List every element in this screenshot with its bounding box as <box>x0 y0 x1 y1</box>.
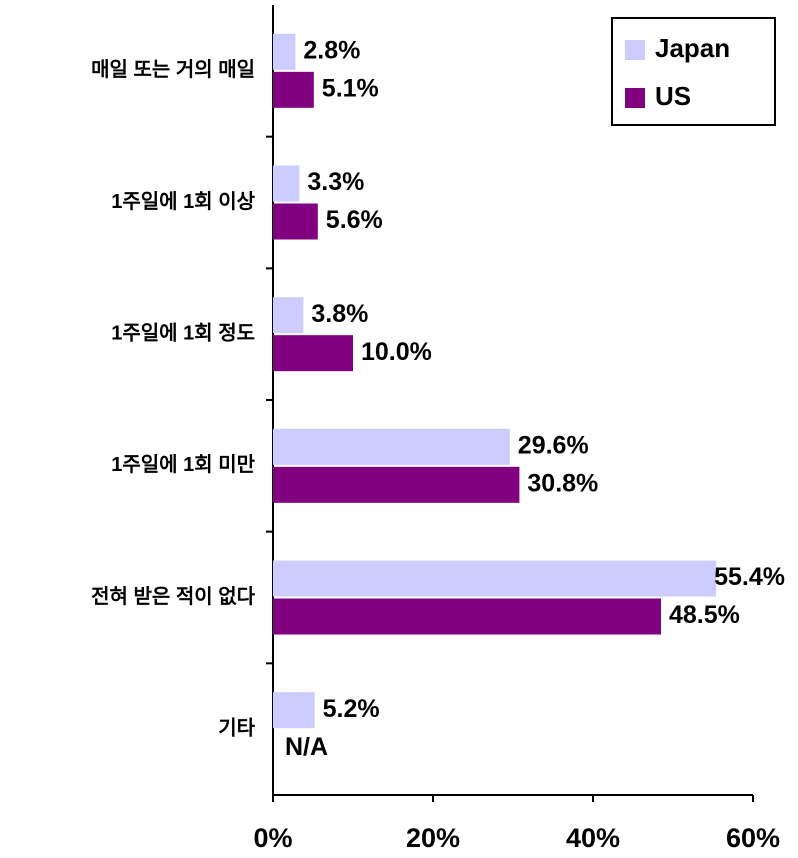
bar <box>273 692 315 729</box>
category-label: 전혀 받은 적이 없다 <box>91 585 255 608</box>
bar <box>273 33 296 70</box>
legend-swatch <box>625 88 645 108</box>
x-tick-label: 60% <box>726 823 780 853</box>
data-label: 10.0% <box>361 338 432 366</box>
bar <box>273 466 520 503</box>
data-label: 3.8% <box>311 300 368 328</box>
category-label: 매일 또는 거의 매일 <box>91 58 255 81</box>
data-label: 55.4% <box>714 563 785 591</box>
bar <box>273 297 304 334</box>
data-label: 5.6% <box>326 206 383 234</box>
legend-label: Japan <box>655 33 730 63</box>
category-label: 1주일에 1회 이상 <box>111 190 255 213</box>
data-label: 5.1% <box>322 74 379 102</box>
data-label: 3.3% <box>307 168 364 196</box>
bar <box>273 165 300 202</box>
bar <box>273 598 661 635</box>
legend-swatch <box>625 40 645 60</box>
bar <box>273 335 353 372</box>
data-label: 2.8% <box>303 36 360 64</box>
data-label: 29.6% <box>518 431 589 459</box>
data-label: 30.8% <box>527 469 598 497</box>
bar <box>273 560 717 597</box>
legend-label: US <box>655 81 691 111</box>
category-label: 1주일에 1회 미만 <box>111 453 255 476</box>
bar <box>273 71 314 108</box>
x-tick-label: 20% <box>406 823 460 853</box>
data-label: N/A <box>285 733 328 761</box>
bar <box>273 428 510 465</box>
x-tick-label: 0% <box>253 823 292 853</box>
data-label: 48.5% <box>669 601 740 629</box>
bar <box>273 203 318 240</box>
data-label: 5.2% <box>323 695 380 723</box>
category-label: 1주일에 1회 정도 <box>111 321 255 344</box>
x-tick-label: 40% <box>566 823 620 853</box>
category-label: 기타 <box>218 716 255 739</box>
